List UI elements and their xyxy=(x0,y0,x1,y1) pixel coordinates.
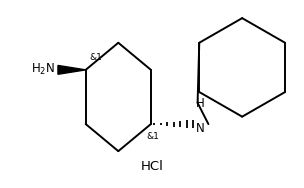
Text: H: H xyxy=(196,97,205,110)
Text: &1: &1 xyxy=(90,53,102,62)
Text: HCl: HCl xyxy=(140,160,164,173)
Text: H$_2$N: H$_2$N xyxy=(31,62,55,77)
Text: N: N xyxy=(196,122,205,135)
Text: &1: &1 xyxy=(146,132,159,141)
Polygon shape xyxy=(58,65,86,74)
